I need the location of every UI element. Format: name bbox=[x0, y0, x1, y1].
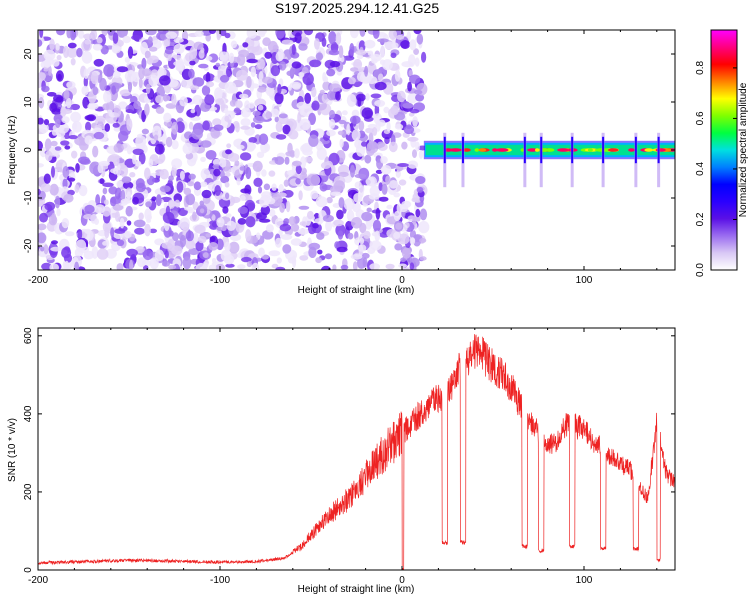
snr-y-label: SNR (10 * v/v) bbox=[7, 418, 18, 482]
snr-x-label: Height of straight line (km) bbox=[298, 584, 415, 595]
y-tick-label: 10 bbox=[23, 96, 34, 108]
x-tick-label: -100 bbox=[210, 575, 230, 586]
colorbar-tick-label: 0.4 bbox=[695, 162, 706, 176]
snr-ticks: -200 -100 0 100 0 200 400 600 bbox=[23, 327, 675, 586]
colorbar-tick-label: 0.6 bbox=[695, 111, 706, 125]
y-tick-label: -20 bbox=[23, 238, 34, 253]
x-tick-label: -100 bbox=[210, 275, 230, 286]
colorbar: 0.0 0.2 0.4 0.6 0.8 Normalized spectral ampl… bbox=[695, 29, 749, 277]
colorbar-gradient bbox=[710, 29, 738, 271]
figure-title: S197.2025.294.12.41.G25 bbox=[275, 0, 439, 16]
colorbar-tick-label: 0.2 bbox=[695, 212, 706, 226]
spectrogram-image bbox=[38, 30, 675, 270]
snr-panel: -200 -100 0 100 0 200 400 600 Height of straigh… bbox=[7, 327, 676, 595]
y-tick-label: 0 bbox=[23, 567, 34, 573]
y-tick-label: 20 bbox=[23, 48, 34, 60]
colorbar-ticks: 0.0 0.2 0.4 0.6 0.8 bbox=[695, 61, 737, 277]
y-tick-label: 0 bbox=[23, 147, 34, 153]
snr-frame bbox=[37, 327, 676, 571]
y-tick-label: 200 bbox=[23, 483, 34, 500]
x-tick-label: 0 bbox=[399, 575, 405, 586]
spectrogram-x-label: Height of straight line (km) bbox=[298, 285, 415, 296]
snr-series-line bbox=[38, 334, 675, 570]
x-tick-label: 0 bbox=[399, 275, 405, 286]
x-tick-label: -200 bbox=[28, 575, 48, 586]
x-tick-label: 100 bbox=[576, 275, 593, 286]
colorbar-tick-label: 0.0 bbox=[695, 263, 706, 277]
y-tick-label: 400 bbox=[23, 405, 34, 422]
colorbar-label: Normalized spectral amplitude bbox=[738, 82, 749, 217]
x-tick-label: -200 bbox=[28, 275, 48, 286]
snr-plot-area bbox=[38, 334, 675, 570]
spectrogram-y-label: Frequency (Hz) bbox=[7, 116, 18, 185]
colorbar-tick-label: 0.8 bbox=[695, 61, 706, 75]
x-tick-label: 100 bbox=[576, 575, 593, 586]
y-tick-label: -10 bbox=[23, 190, 34, 205]
y-tick-label: 600 bbox=[23, 327, 34, 344]
